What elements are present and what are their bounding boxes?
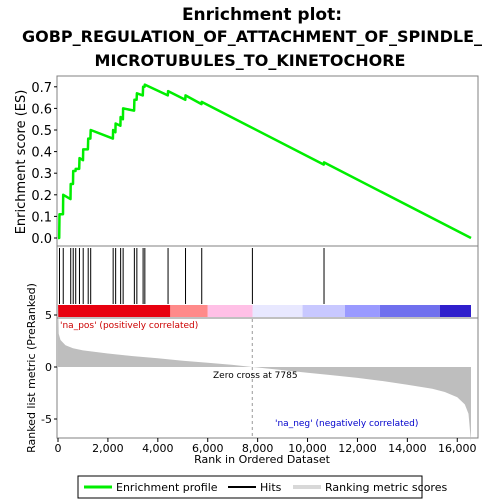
enrichment-profile-line (57, 83, 472, 240)
legend-hits-label: Hits (260, 481, 282, 494)
metric-xtick-label: 16,000 (438, 442, 477, 455)
metric-xtick-label: 14,000 (388, 442, 427, 455)
legend-metric-label: Ranking metric scores (325, 481, 447, 494)
es-ytick-label: 0.0 (31, 232, 52, 247)
metric-group (58, 299, 471, 442)
metric-ylabel: Ranked list metric (PreRanked) (25, 283, 38, 453)
colorbar-segment (252, 305, 303, 317)
metric-xtick-label: 4,000 (142, 442, 174, 455)
colorbar-segment (439, 305, 471, 317)
metric-xtick-label: 6,000 (192, 442, 224, 455)
metric-xtick-label: 8,000 (242, 442, 274, 455)
colorbar-segment (170, 305, 208, 317)
es-ytick-label: 0.6 (31, 102, 52, 117)
colorbar-segment (302, 305, 345, 317)
metric-xtick-label: 12,000 (338, 442, 377, 455)
colorbar-segment (379, 305, 440, 317)
es-panel-frame (56, 75, 479, 247)
es-ytick-label: 0.3 (31, 167, 52, 182)
colorbar-segment (344, 305, 380, 317)
legend-enrichment-label: Enrichment profile (116, 481, 218, 494)
metric-panel-frame (56, 317, 479, 439)
metric-xtick-label: 10,000 (288, 442, 327, 455)
ranking-metric-area (58, 299, 471, 442)
es-ytick-label: 0.1 (31, 210, 52, 225)
metric-ytick-label: 0 (45, 361, 52, 374)
colorbar-segment (58, 305, 171, 317)
es-ylabel: Enrichment score (ES) (14, 90, 29, 235)
metric-ytick-label: 5 (45, 309, 52, 322)
es-line-group (57, 83, 472, 240)
metric-xlabel: Rank in Ordered Dataset (194, 453, 331, 466)
metric-ticks: -5 0 5 0 2,000 4,000 6,000 8,000 10,000 12,000 14,… (41, 309, 476, 455)
neg-correlation-label: 'na_neg' (negatively correlated) (275, 419, 418, 429)
metric-xtick-label: 0 (55, 442, 62, 455)
title-line-1: Enrichment plot: (182, 5, 342, 25)
es-ytick-label: 0.4 (31, 146, 52, 161)
es-ytick-label: 0.5 (31, 124, 52, 139)
hits-group (58, 248, 325, 304)
metric-ytick-label: -5 (41, 413, 52, 426)
pos-correlation-label: 'na_pos' (positively correlated) (60, 321, 198, 331)
colorbar-segment (207, 305, 253, 317)
es-y-ticks: 0.0 0.1 0.2 0.3 0.4 0.5 0.6 0.7 (31, 81, 57, 247)
es-ytick-label: 0.2 (31, 189, 52, 204)
es-ytick-label: 0.7 (31, 81, 52, 96)
colorbar-group (58, 305, 471, 317)
metric-xtick-label: 2,000 (92, 442, 124, 455)
title-line-3: MICROTUBULES_TO_KINETOCHORE (95, 51, 406, 70)
zero-cross-label: Zero cross at 7785 (213, 371, 298, 381)
title-line-2: GOBP_REGULATION_OF_ATTACHMENT_OF_SPINDLE… (22, 27, 482, 46)
